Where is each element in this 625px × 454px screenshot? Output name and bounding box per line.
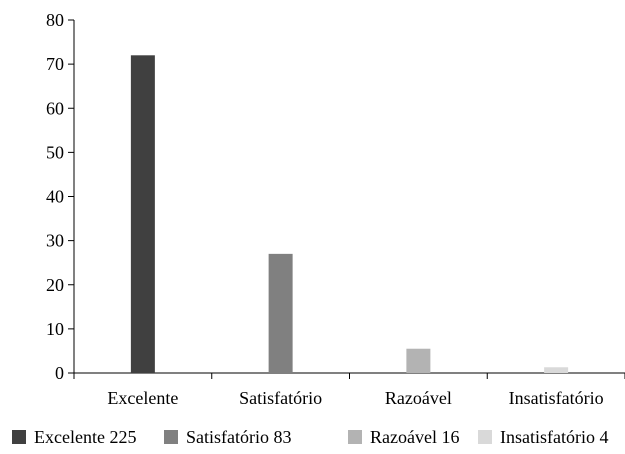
x-tick-label: Satisfatório	[239, 388, 322, 408]
y-tick-label: 20	[46, 275, 64, 295]
x-tick-label: Razoável	[385, 388, 452, 408]
legend-label: Excelente 225	[34, 427, 136, 447]
legend-label: Insatisfatório 4	[500, 427, 608, 447]
legend-label: Satisfatório 83	[186, 427, 292, 447]
y-tick-label: 40	[46, 187, 64, 207]
y-axis: 0 10 20 30 40 50 60 70 80	[46, 10, 75, 383]
legend-swatch	[478, 430, 492, 444]
bar-satisfat-rio	[268, 253, 293, 373]
y-tick-label: 10	[46, 319, 64, 339]
legend-swatch	[12, 430, 26, 444]
legend-swatch	[164, 430, 178, 444]
y-tick-label: 0	[55, 363, 64, 383]
bar-razo-vel	[406, 348, 431, 373]
y-tick-label: 50	[46, 142, 64, 162]
legend: Excelente 225 Satisfatório 83 Razoável 16 I…	[12, 427, 608, 447]
bars	[130, 55, 569, 374]
y-tick-label: 30	[46, 231, 64, 251]
x-tick-label: Insatisfatório	[509, 388, 604, 408]
y-tick-label: 70	[46, 54, 64, 74]
bar-insatisfat-rio	[544, 367, 569, 373]
x-tick-label: Excelente	[107, 388, 178, 408]
legend-swatch	[348, 430, 362, 444]
bar-excelente	[130, 55, 155, 374]
y-tick-label: 80	[46, 10, 64, 30]
x-axis: Excelente Satisfatório Razoável Insatisfató…	[73, 372, 625, 408]
legend-label: Razoável 16	[370, 427, 459, 447]
y-tick-label: 60	[46, 98, 64, 118]
